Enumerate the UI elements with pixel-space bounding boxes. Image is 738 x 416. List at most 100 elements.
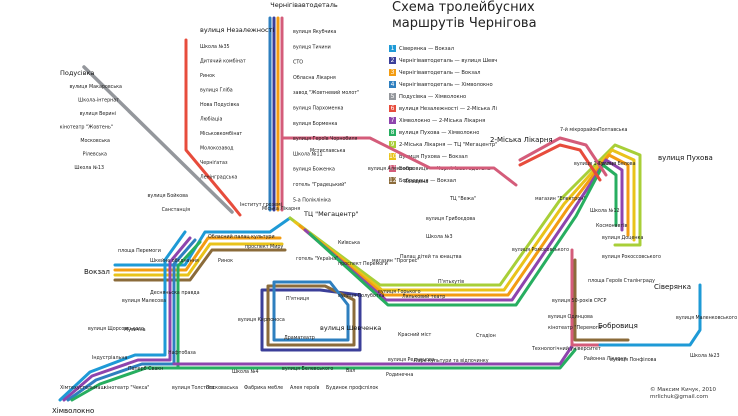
terminal-podusivka: Подусівка: [60, 69, 94, 77]
stop-label-north: Обласна Лікарня: [293, 75, 336, 81]
route-badge: 6: [389, 105, 396, 112]
stop-label-nez: Ринок: [200, 73, 215, 79]
stop-label-central: Десняньска правда: [150, 290, 200, 296]
stop-label-central: вулиця Горького: [378, 289, 421, 295]
stop-label-nez: Міськовкомбінат: [200, 131, 242, 137]
stop-label-north: готель "Градецький": [293, 181, 346, 188]
stop-label-northeast: вулиця Ромоcовського: [512, 247, 569, 253]
legend-text: Чернігівавтодеталь — Вокзал: [399, 69, 481, 76]
stop-label-north: СТО: [293, 60, 303, 66]
stop-label-south: вулиця Реднецова: [388, 357, 435, 363]
route-3-west-line: [113, 236, 282, 272]
stop-label-south: Посковаська: [206, 385, 238, 391]
route-4-south-line: [66, 238, 197, 402]
route-7-east-line: [303, 158, 624, 302]
stop-label-northeast: кінотеатр "Перемога": [548, 325, 603, 331]
stop-label-south: кінотеатр "Чекса": [104, 385, 149, 391]
stop-label-central: магазин "Прогрес": [372, 258, 420, 264]
route-lines: [58, 16, 702, 402]
legend-text: Сіверянка — Вокзал: [399, 45, 455, 52]
legend-entry-route-4: 4 Чернігівавтодеталь — Хімволокно: [389, 79, 497, 90]
route-6-east-line: [518, 143, 602, 182]
stop-label-south: Нафтобаза: [168, 350, 196, 356]
stop-label-northeast: 7-й мікрорайон: [560, 126, 598, 133]
route-badge: 7: [389, 117, 396, 124]
stop-label-south: Школа №23: [690, 353, 720, 359]
stop-label-northeast: ТЦ "Вежа": [449, 196, 476, 202]
stop-label-south: Школа №4: [232, 369, 259, 375]
stop-label-north: завод "Жовтневий молот": [293, 89, 359, 96]
route-badge: 3: [389, 69, 396, 76]
legend-text: Хімволокно — 2-Міська Лікарня: [399, 117, 486, 124]
legend-entry-route-12: 12 Бобровиця — Вокзал: [389, 175, 497, 186]
terminal-megacentr: ТЦ "Мегацентр": [303, 210, 359, 218]
route-badge: 1: [389, 45, 396, 52]
stop-label-north: вулиця Якубчика: [293, 29, 336, 35]
author-credit: © Максим Кичук, 2010 mrlichuk@gmail.com: [650, 387, 716, 401]
terminal-pukhova: вулиця Пухова: [658, 154, 713, 162]
map-title-line-1: Схема тролейбусних: [392, 0, 535, 15]
route-11-north-line: [518, 136, 608, 177]
stop-label-north: вулиця Борменка: [293, 121, 337, 127]
stop-label-northeast: Ялівщина: [404, 179, 428, 185]
stop-label-nez: Дитячий комбінат: [200, 58, 246, 65]
legend-text: вулиця Незалежності — 2-Міська Лікарня: [399, 105, 497, 112]
stop-label-north: 5-а Поліклініка: [293, 197, 331, 203]
stop-label-central: Інститут гроземі: [240, 202, 282, 208]
stop-label-central: вулиця Полуботка: [338, 293, 385, 299]
stop-label-north: вулиця Героїв Чорнобиля: [293, 136, 358, 142]
route-badge: 10: [389, 153, 397, 160]
route-11-east-line: [280, 136, 518, 187]
route-legend: 1 Сіверянка — Вокзал 2 Чернігівавтодеталь —…: [389, 43, 604, 187]
stop-label-northeast: Технологічний університет: [531, 345, 601, 352]
stop-label-central: Палац дітей та юнацтва: [400, 253, 462, 260]
stop-label-central: П'ятниця: [286, 296, 309, 302]
stop-label-south: Хімтехустельмаш: [60, 385, 105, 391]
stop-label-central: проспект Миру: [245, 244, 283, 250]
route-1-line: [113, 216, 292, 267]
stop-label-south: вулиця Щорсовського: [88, 326, 144, 332]
stop-label-podusivka: Школа №13: [74, 165, 104, 171]
stop-label-south: Індустріальна: [92, 355, 127, 361]
stop-label-central: вулиця Малесова: [122, 298, 166, 304]
terminal-bobrovytsia: Бобровиця: [598, 322, 638, 330]
stop-label-central: вулиця Кирпоноса: [238, 317, 285, 323]
stop-label-northeast: вулиця Доценка: [602, 235, 643, 241]
stop-label-south: Фабрика мебле: [244, 385, 283, 391]
route-badge: 11: [389, 165, 397, 172]
stop-label-northeast: Стадіон: [476, 333, 496, 339]
stop-label-nez: Ленінградська: [200, 175, 237, 181]
stop-label-south: вулиця Маленковського: [676, 315, 737, 321]
route-badge: 4: [389, 81, 396, 88]
route-9-line: [288, 143, 642, 287]
stop-label-northeast: вулиця 50-років СРСР: [552, 298, 607, 304]
stop-label-central: Ринок: [218, 258, 233, 264]
legend-entry-route-10: 10 Вулиця Пухова — Вокзал: [389, 151, 497, 162]
stop-label-northeast: вулиця Грибоєдова: [426, 216, 475, 222]
stop-label-central: Міська Лікарня: [262, 206, 300, 212]
route-1-east-line: [598, 283, 702, 347]
legend-text: 2-Міська Лікарня — ТЦ "Мегацентр": [399, 141, 497, 148]
stop-label-central: Красний міст: [398, 331, 432, 338]
stop-label-podusivka: Школа-інтернат: [78, 98, 119, 104]
legend-entry-route-3: 3 Чернігівавтодеталь — Вокзал: [389, 67, 497, 78]
terminal-khimvolokno: Хімволокно: [52, 407, 94, 415]
stop-label-central: П'ятьхутів: [438, 279, 464, 285]
stop-label-northeast: вулиця Одинцова: [548, 314, 593, 320]
stop-label-northeast: Мстиславська: [310, 148, 346, 154]
route-3-east-line: [298, 153, 630, 297]
stop-label-north: вулиця Тичини: [293, 44, 331, 50]
legend-text: Чернігівавтодеталь — вулиця Шевченка: [399, 57, 497, 64]
stop-label-south: вулиця Понфілова: [610, 357, 656, 363]
author-name: © Максим Кичук, 2010: [650, 387, 716, 393]
route-7-bottom-line: [172, 344, 574, 366]
stop-label-north: Школа №11: [293, 151, 323, 157]
route-8-bottom-line: [176, 348, 577, 370]
stop-label-south: Парк культури та відпочинку: [414, 358, 489, 364]
stop-label-central: Санстанція: [162, 207, 191, 213]
legend-text: Бобровиця — Вокзал: [399, 177, 457, 184]
route-12-west-line: [113, 248, 287, 282]
stop-label-northeast: вулиця Алексеєва: [368, 166, 414, 172]
